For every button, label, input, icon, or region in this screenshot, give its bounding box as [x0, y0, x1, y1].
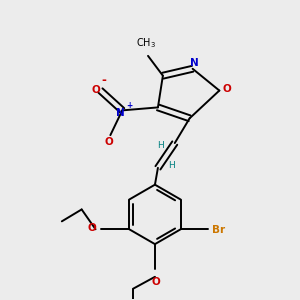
Text: O: O [88, 223, 97, 233]
Text: O: O [152, 277, 160, 287]
Text: O: O [91, 85, 100, 94]
Text: -: - [101, 74, 106, 87]
Text: Br: Br [212, 225, 226, 235]
Text: O: O [223, 84, 232, 94]
Text: H: H [168, 161, 175, 170]
Text: N: N [116, 108, 125, 118]
Text: H: H [158, 140, 164, 149]
Text: +: + [126, 101, 132, 110]
Text: N: N [190, 58, 199, 68]
Text: CH$_3$: CH$_3$ [136, 36, 156, 50]
Text: O: O [104, 137, 113, 147]
